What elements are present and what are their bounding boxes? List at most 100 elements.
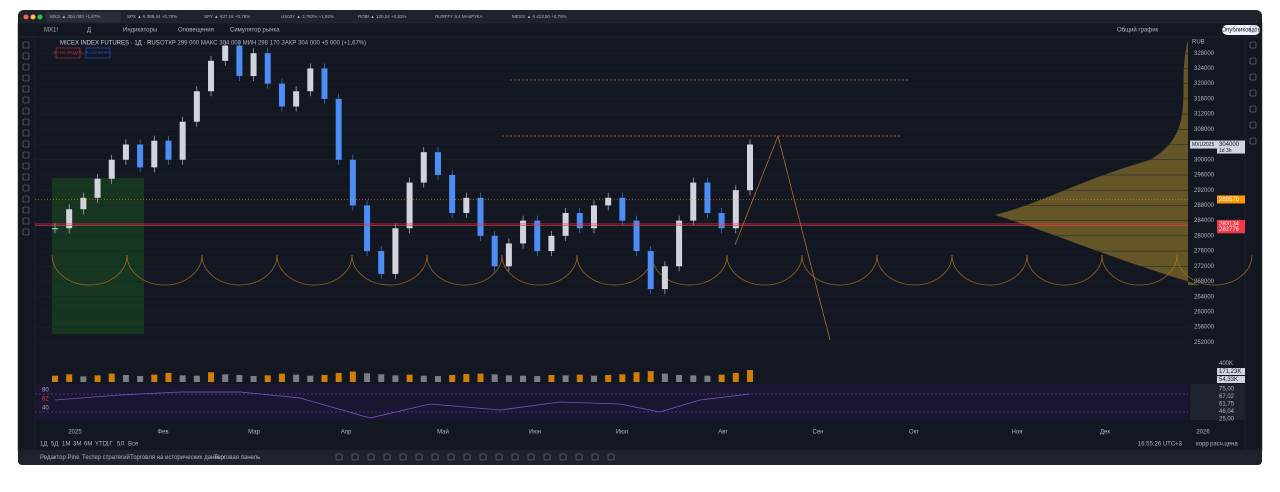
tab-label[interactable]: MES1! ▲ 6 413,50 +0,78% [512, 14, 567, 19]
publish-btn[interactable] [1222, 25, 1260, 35]
tool-icon[interactable] [22, 217, 30, 225]
tab[interactable] [508, 12, 583, 22]
alerts-btn[interactable]: Оповещения [178, 28, 214, 34]
tab-label[interactable]: SPX ▲ 6 389,44 +0,78% [127, 14, 177, 19]
draw-tool[interactable] [479, 453, 487, 461]
timeframe-btn[interactable]: 6М [84, 442, 92, 448]
side-icon[interactable] [1249, 137, 1257, 145]
timeframe-btn[interactable]: 5Д [51, 442, 58, 448]
cycle-arc [876, 254, 953, 286]
side-icon[interactable] [1249, 105, 1257, 113]
draw-tool[interactable] [495, 453, 503, 461]
tool-icon[interactable] [22, 173, 30, 181]
publish-label[interactable]: Опубликовать [1221, 28, 1260, 34]
draw-tool[interactable] [335, 453, 343, 461]
sell-label[interactable]: 304 000 ПРОДАТЬ [53, 51, 84, 55]
volume-bar [108, 373, 115, 382]
draw-tool[interactable] [559, 453, 567, 461]
draw-tool[interactable] [591, 453, 599, 461]
tool-icon[interactable] [22, 41, 30, 49]
timeframe-btn[interactable]: 5Л [117, 442, 124, 448]
draw-tool[interactable] [575, 453, 583, 461]
tool-icon[interactable] [22, 151, 30, 159]
volume-bar [619, 374, 626, 382]
timeframe-btn[interactable]: 1М [62, 442, 70, 448]
tab-label[interactable]: RURFFY 9,4 МАКРУКА [435, 14, 483, 19]
draw-tool[interactable] [415, 453, 423, 461]
draw-tool[interactable] [431, 453, 439, 461]
panel-tab[interactable]: Редактор Pine [40, 455, 80, 461]
side-icon[interactable] [1249, 73, 1257, 81]
draw-tool[interactable] [447, 453, 455, 461]
candle [151, 140, 158, 168]
panel-tab[interactable]: Торговая панель [214, 455, 260, 461]
tab[interactable] [200, 12, 275, 22]
side-icon[interactable] [1249, 41, 1257, 49]
min-btn[interactable] [30, 14, 36, 20]
adj-btn[interactable]: корр [1196, 442, 1209, 448]
tool-icon[interactable] [22, 129, 30, 137]
tab[interactable] [123, 12, 198, 22]
draw-tool[interactable] [383, 453, 391, 461]
tab-label[interactable]: SPY ▲ 637,18 +0,78% [204, 14, 250, 19]
draw-tool[interactable] [463, 453, 471, 461]
volume-bar [151, 374, 158, 382]
draw-tool[interactable] [527, 453, 535, 461]
settle-btn[interactable]: расч.цена [1210, 442, 1238, 448]
timeframe-btn[interactable]: 1Г [106, 442, 113, 448]
candle [335, 98, 342, 160]
draw-tool[interactable] [511, 453, 519, 461]
draw-tool[interactable] [351, 453, 359, 461]
tool-icon[interactable] [22, 107, 30, 115]
draw-tool[interactable] [399, 453, 407, 461]
panel-tab[interactable]: Торговля на исторических данных [130, 455, 225, 461]
side-icon[interactable] [1249, 25, 1257, 33]
cycle-arc [201, 254, 278, 286]
tab[interactable] [354, 12, 429, 22]
tool-icon[interactable] [22, 63, 30, 71]
symbol[interactable]: MX1! [44, 28, 58, 34]
tab[interactable] [46, 12, 121, 22]
tool-icon[interactable] [22, 206, 30, 214]
tool-icon[interactable] [22, 118, 30, 126]
tool-icon[interactable] [22, 96, 30, 104]
panel-tab[interactable]: Тестер стратегий [82, 454, 130, 461]
layout-btn[interactable]: Общий график [1117, 27, 1159, 34]
candle [633, 220, 640, 252]
side-icon[interactable] [1249, 57, 1257, 65]
buy-label[interactable]: 304 010 КУПИТЬ [84, 51, 112, 55]
max-btn[interactable] [37, 14, 43, 20]
side-icon[interactable] [1249, 89, 1257, 97]
indicators-btn[interactable]: Индикаторы [123, 28, 157, 34]
tool-icon[interactable] [22, 52, 30, 60]
tab[interactable] [431, 12, 506, 22]
draw-tool[interactable] [367, 453, 375, 461]
tool-icon[interactable] [22, 140, 30, 148]
candle [165, 140, 172, 160]
tool-icon[interactable] [22, 74, 30, 82]
candle [250, 53, 257, 77]
tool-icon[interactable] [22, 184, 30, 192]
draw-tool[interactable] [607, 453, 615, 461]
volume-badge [1217, 376, 1245, 383]
tab[interactable] [277, 12, 352, 22]
side-icon[interactable] [1249, 121, 1257, 129]
tab-label[interactable]: ROBI ▲ 120,24 +0,83% [358, 14, 406, 19]
simulator-btn[interactable]: Симулятор рынка [230, 28, 280, 34]
timeframe-btn[interactable]: Все [128, 442, 139, 448]
candle [548, 235, 555, 252]
timeframe-btn[interactable]: YTD [95, 442, 108, 448]
tool-icon[interactable] [22, 195, 30, 203]
tool-icon[interactable] [22, 85, 30, 93]
interval[interactable]: Д [87, 28, 91, 34]
draw-tool[interactable] [543, 453, 551, 461]
x-tick-label: Авг [718, 430, 728, 436]
close-btn[interactable] [23, 14, 29, 20]
tab-label[interactable]: MX1! ▲ 304 000 +1,67% [50, 14, 100, 19]
tab-label[interactable]: US02Y ▲ 3,762% +1,82% [281, 14, 334, 19]
timeframe-btn[interactable]: 1Д [40, 442, 47, 448]
timeframe-btn[interactable]: 3М [73, 442, 81, 448]
tool-icon[interactable] [22, 228, 30, 236]
tool-icon[interactable] [22, 162, 30, 170]
